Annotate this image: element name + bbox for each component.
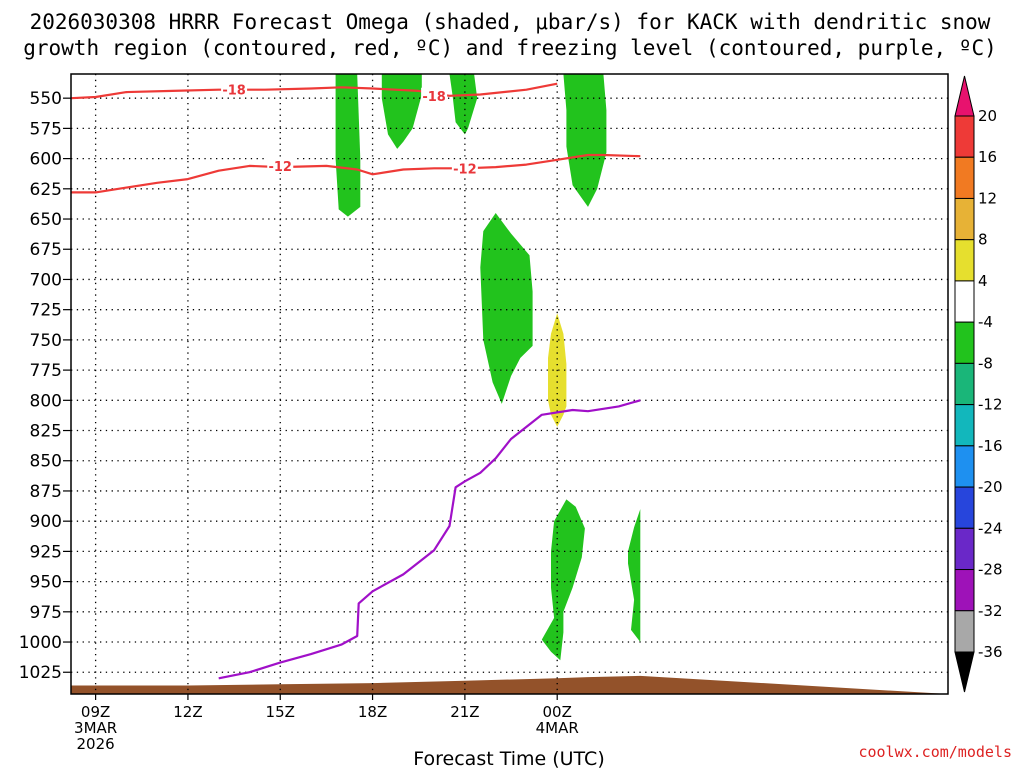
y-axis: 550 575 600 625 650 675 700 725 750 775 800 825 850 8… [19, 89, 71, 683]
x-tick-label-12-0: 21Z [450, 703, 479, 721]
colorbar-label-11: -28 [978, 561, 1003, 579]
chart-title-line-1: 2026030308 HRRR Forecast Omega (shaded, … [30, 10, 991, 34]
omega-region-3 [449, 74, 478, 135]
y-tick-label-675: 675 [30, 240, 62, 260]
colorbar-cell-6 [954, 321, 975, 364]
colorbar-cell-7 [954, 362, 975, 406]
colorbar-label-7: -12 [978, 396, 1003, 414]
x-tick-label-9-0: 18Z [358, 703, 387, 721]
y-tick-label-850: 850 [30, 452, 62, 472]
y-tick-label-550: 550 [30, 89, 62, 109]
y-tick-label-625: 625 [30, 180, 62, 200]
omega-region-6 [541, 499, 585, 661]
terrain-fill [71, 675, 948, 694]
x-tick-label-3-0: 12Z [173, 703, 202, 721]
omega-region-1 [335, 74, 361, 217]
omega-region-4 [563, 74, 607, 207]
x-tick-label-15-1: 4MAR [536, 719, 579, 737]
y-tick-label-925: 925 [30, 542, 62, 562]
y-tick-label-800: 800 [30, 391, 62, 411]
contour-label-2-2: -12 [453, 162, 477, 177]
colorbar-label-13: -36 [978, 643, 1003, 661]
colorbar-label-4: 4 [978, 272, 988, 290]
series-line-2 [71, 153, 641, 194]
contour-label-bg [451, 160, 478, 176]
chart-title-line-2: growth region (contoured, red, ºC) and f… [23, 36, 997, 60]
y-tick-label-875: 875 [30, 482, 62, 502]
colorbar-cell-8 [954, 404, 975, 447]
colorbar-label-0: 20 [978, 107, 997, 125]
y-tick-label-775: 775 [30, 361, 62, 381]
contour-label-bg [221, 81, 248, 97]
y-tick-label-650: 650 [30, 210, 62, 230]
y-tick-label-600: 600 [30, 150, 62, 170]
colorbar-cell-10 [954, 486, 975, 529]
colorbar-cell-1 [954, 115, 975, 158]
colorbar-label-2: 12 [978, 189, 997, 207]
contour-label-1-1: -18 [222, 84, 246, 99]
colorbar-label-12: -32 [978, 602, 1003, 620]
y-tick-label-750: 750 [30, 331, 62, 351]
colorbar-cell-top [954, 75, 975, 117]
colorbar-cell-11 [954, 527, 975, 571]
omega-region-5 [480, 213, 533, 404]
contour-label-2-1: -12 [268, 160, 292, 175]
colorbar-label-10: -24 [978, 519, 1003, 537]
colorbar-cell-2 [954, 156, 975, 199]
colorbar-cell-9 [954, 445, 975, 488]
plot-area: -18 -18 -12 -12 [70, 73, 949, 695]
colorbar-label-3: 8 [978, 231, 988, 249]
x-tick-label-0-2: 2026 [77, 735, 115, 753]
contour-label-bg [421, 87, 448, 103]
x-tick-label-0-0: 09Z [81, 703, 110, 721]
contour-label-1-2: -18 [422, 90, 446, 105]
credit-text: coolwx.com/models [858, 743, 1012, 761]
y-tick-label-575: 575 [30, 119, 62, 139]
colorbar-label-9: -20 [978, 478, 1003, 496]
y-tick-label-825: 825 [30, 422, 62, 442]
omega-region-7 [628, 509, 641, 642]
colorbar-label-1: 16 [978, 148, 997, 166]
plot-frame [70, 73, 949, 695]
colorbar-cell-bottom [954, 651, 975, 693]
x-tick-label-6-0: 15Z [266, 703, 295, 721]
colorbar-label-6: -8 [978, 354, 993, 372]
colorbar-cell-5 [954, 280, 975, 323]
omega-region-2 [381, 74, 422, 149]
series-line-1 [71, 82, 558, 100]
y-tick-label-1025: 1025 [19, 663, 62, 683]
y-tick-label-900: 900 [30, 512, 62, 532]
colorbar-cell-13 [954, 610, 975, 653]
x-tick-label-15-0: 00Z [543, 703, 572, 721]
y-tick-label-975: 975 [30, 603, 62, 623]
y-tick-label-1000: 1000 [19, 633, 62, 653]
colorbar-label-8: -16 [978, 437, 1003, 455]
y-tick-label-725: 725 [30, 301, 62, 321]
x-axis-label: Forecast Time (UTC) [413, 748, 604, 768]
y-tick-label-700: 700 [30, 270, 62, 290]
contour-label-bg [267, 157, 294, 173]
plot-inner: -18 -18 -12 -12 [71, 74, 948, 694]
colorbar-label-5: -4 [978, 313, 993, 331]
colorbar-cell-12 [954, 569, 975, 612]
colorbar-cell-3 [954, 197, 975, 241]
series-line-3 [218, 399, 641, 680]
colorbar: 20 16 12 8 4 -4 -8 -12 -16 -20 -24 -28 -32 -36 [954, 75, 1003, 693]
x-tick-label-0-1: 3MAR [74, 719, 117, 737]
colorbar-cell-4 [954, 239, 975, 282]
y-tick-label-950: 950 [30, 573, 62, 593]
